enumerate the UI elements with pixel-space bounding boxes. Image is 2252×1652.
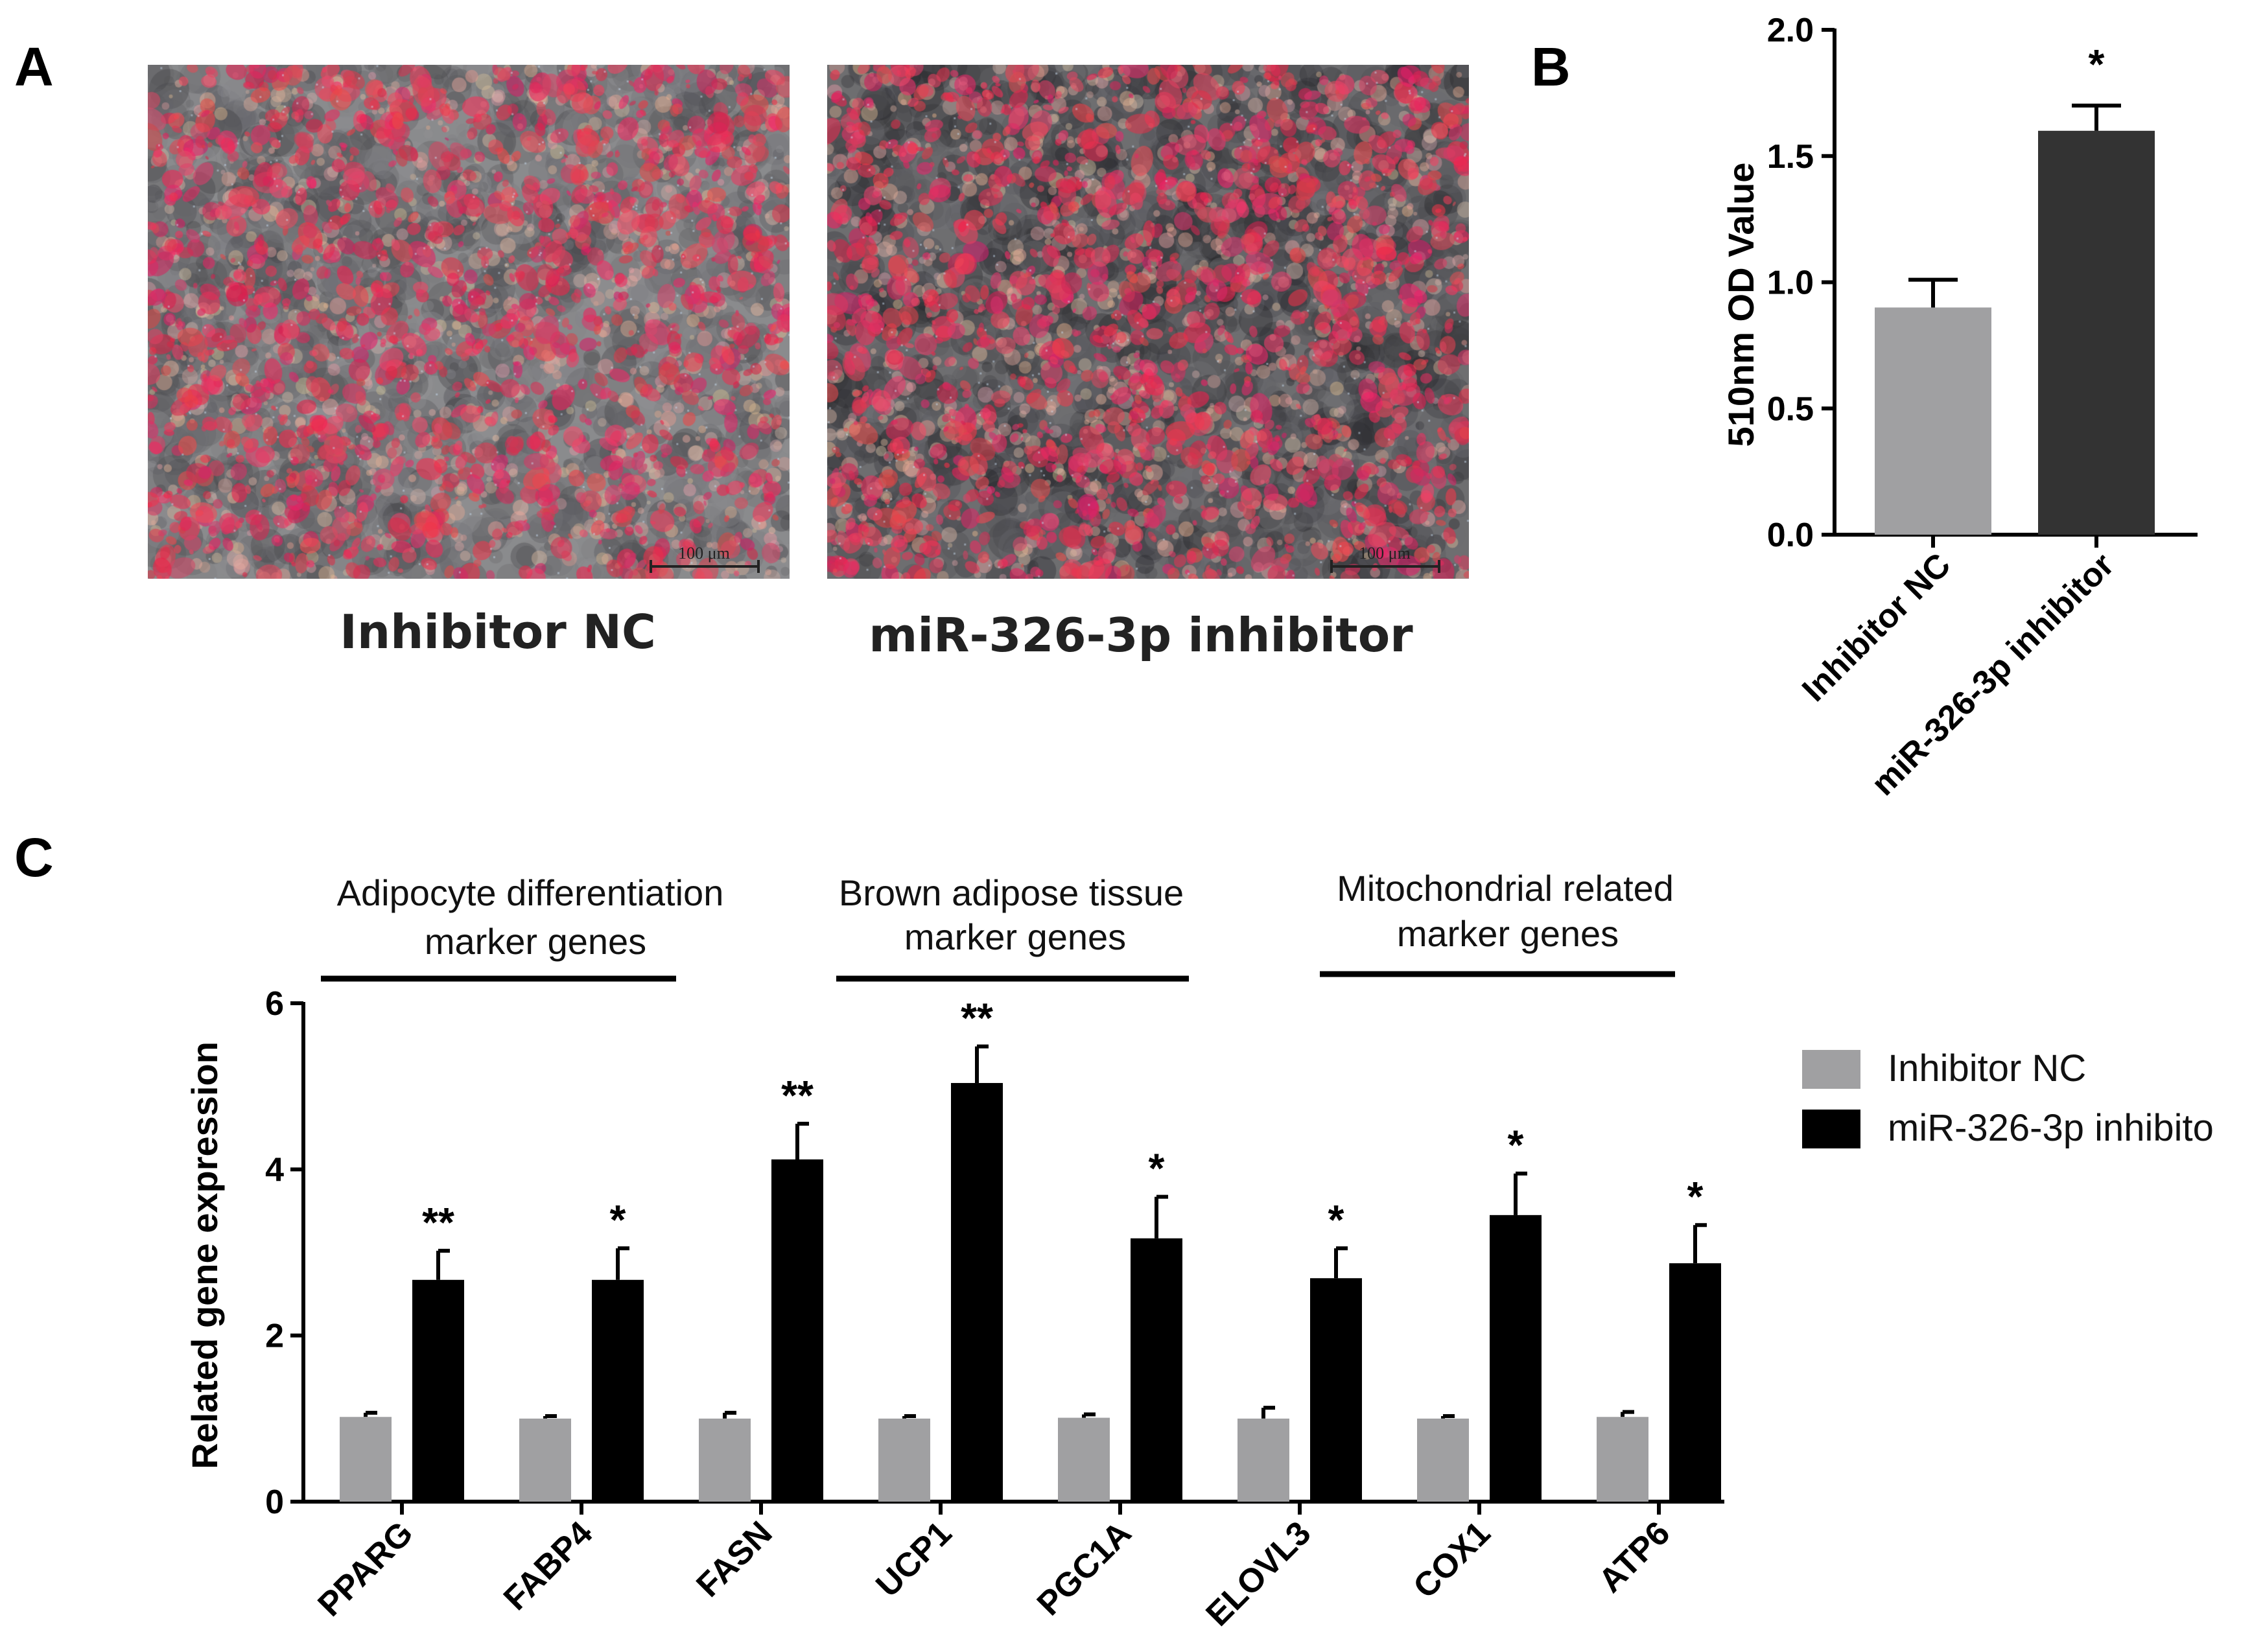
micrograph-inhibitor-nc xyxy=(148,65,790,579)
x-tick-label: COX1 xyxy=(1406,1514,1497,1605)
bar xyxy=(1310,1278,1362,1502)
y-tick-label: 0.0 xyxy=(1767,517,1814,554)
bar xyxy=(951,1083,1003,1502)
scale-bar-1: 100 μm xyxy=(650,544,760,573)
legend-swatch-inhibitor xyxy=(1802,1110,1860,1148)
panel-letter-b: B xyxy=(1531,36,1571,97)
legend-label-nc: Inhibitor NC xyxy=(1888,1047,2086,1089)
scale-bar-label: 100 μm xyxy=(678,544,730,563)
bar xyxy=(878,1418,930,1502)
group-header-adipocyte: Adipocyte differentiation marker genes xyxy=(321,872,724,982)
chart-c-ylabel: Related gene expression xyxy=(184,1041,225,1469)
significance-marker: * xyxy=(1687,1173,1704,1220)
bar xyxy=(1058,1417,1110,1502)
group-label-line1: Mitochondrial related xyxy=(1337,868,1674,909)
significance-marker: ** xyxy=(781,1072,814,1119)
y-tick-label: 4 xyxy=(265,1151,284,1189)
chart-b: 510nm OD Value 0.0 0.5 1.0 1.5 2.0 Inhibitor … xyxy=(1720,12,2198,803)
y-tick-label: 1.0 xyxy=(1767,264,1814,302)
y-tick-label: 0 xyxy=(265,1483,284,1521)
bar xyxy=(1490,1215,1542,1502)
chart-b-ylabel: 510nm OD Value xyxy=(1720,163,1761,447)
y-tick-label: 6 xyxy=(265,985,284,1023)
x-tick-label: Inhibitor NC xyxy=(1795,546,1958,708)
panel-letter-c: C xyxy=(14,827,54,888)
bar xyxy=(1131,1238,1182,1502)
bar xyxy=(1875,307,1991,535)
x-tick-label: PPARG xyxy=(311,1514,420,1623)
bar xyxy=(1597,1417,1648,1502)
x-tick-label: PGC1A xyxy=(1030,1514,1139,1623)
y-tick-label: 0.5 xyxy=(1767,390,1814,428)
bar xyxy=(592,1279,644,1502)
x-tick-label: FASN xyxy=(689,1514,779,1604)
bar xyxy=(412,1279,464,1502)
bar xyxy=(699,1418,751,1502)
bar xyxy=(1417,1418,1469,1502)
significance-marker: ** xyxy=(422,1199,454,1246)
bar xyxy=(2038,130,2155,535)
y-tick-label: 2 xyxy=(265,1318,284,1355)
y-tick-label: 1.5 xyxy=(1767,138,1814,176)
group-label-line2: marker genes xyxy=(1397,913,1619,954)
significance-marker: * xyxy=(1328,1196,1344,1243)
caption-mir-inhibitor: miR-326-3p inhibitor xyxy=(869,608,1413,662)
group-label-line2: marker genes xyxy=(904,916,1126,957)
bar xyxy=(771,1159,823,1502)
group-header-mitochondrial: Mitochondrial related marker genes xyxy=(1320,868,1675,977)
bar xyxy=(1237,1418,1289,1502)
caption-inhibitor-nc: Inhibitor NC xyxy=(340,605,656,659)
scale-bar-2: 100 μm xyxy=(1330,544,1440,573)
x-tick-label: UCP1 xyxy=(869,1514,959,1604)
significance-marker: * xyxy=(2089,41,2105,87)
panel-letter-a: A xyxy=(14,36,54,97)
significance-marker: * xyxy=(610,1196,626,1243)
scale-bar-label: 100 μm xyxy=(1359,544,1411,563)
x-tick-label: FABP4 xyxy=(497,1514,600,1618)
legend-label-inhibitor: miR-326-3p inhibito xyxy=(1888,1107,2214,1149)
micrograph-mir-inhibitor xyxy=(827,65,1469,579)
chart-c: Related gene expression Adipocyte differ… xyxy=(184,868,2214,1634)
group-label-line1: Brown adipose tissue xyxy=(839,872,1184,913)
significance-marker: * xyxy=(1149,1145,1165,1192)
x-tick-label: ATP6 xyxy=(1591,1514,1677,1600)
legend-swatch-nc xyxy=(1802,1050,1860,1089)
group-header-brown-adipose: Brown adipose tissue marker genes xyxy=(836,872,1189,982)
bar xyxy=(340,1417,392,1502)
legend: Inhibitor NC miR-326-3p inhibito xyxy=(1802,1047,2214,1149)
x-tick-label: ELOVL3 xyxy=(1199,1514,1318,1633)
group-label-line1: Adipocyte differentiation xyxy=(337,872,724,913)
bar xyxy=(519,1418,571,1502)
significance-marker: ** xyxy=(961,995,993,1041)
significance-marker: * xyxy=(1508,1122,1524,1169)
group-label-line2: marker genes xyxy=(425,921,646,962)
bar xyxy=(1669,1263,1721,1502)
y-tick-label: 2.0 xyxy=(1767,12,1814,49)
